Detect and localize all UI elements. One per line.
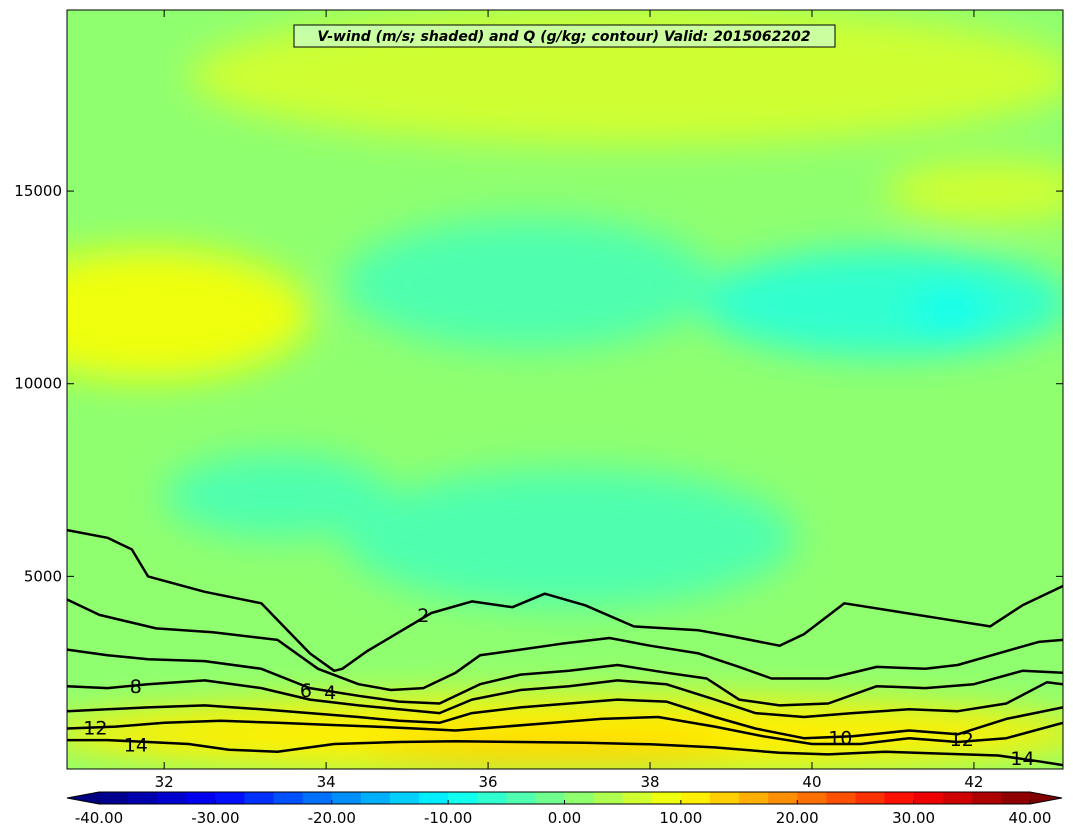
colorbar-bin [448,792,478,804]
contour-label-layer: 2 46 8 10 12 12 14 14 [83,605,1034,770]
colorbar-bin [680,792,711,804]
plot-area: 2 46 8 10 12 12 14 14 [67,10,1063,770]
colorbar-bin [884,792,915,804]
shaded-region-6 [342,218,715,350]
colorbar-bin [215,792,246,804]
contour-layer [67,528,1063,767]
shaded-region-5 [909,287,991,334]
contour-line-10 [67,698,1063,740]
colorbar-bin [157,792,187,804]
colorbar-tick-label: 40.00 [1009,809,1052,827]
plot-frame [66,9,1064,770]
contour-label-8: 14 [1010,748,1034,770]
colorbar-extend-max [1030,792,1062,804]
colorbar-bin [506,792,537,804]
contour-label-1: 4 [324,682,336,704]
shaded-region-1 [67,248,310,380]
colorbar-bin [389,792,420,804]
colorbar-bin [593,792,624,804]
colorbar-bin [622,792,653,804]
colorbar-bin [913,792,944,804]
colorbar-bin [768,792,798,804]
contour-line-4 [67,598,1063,692]
x-tick-label: 38 [640,773,659,791]
x-axis-ticks: 32 34 36 38 40 42 [155,10,983,791]
colorbar-tick-label: -10.00 [424,809,472,827]
x-tick-label: 40 [802,773,821,791]
shaded-region-7 [164,453,391,538]
colorbar-bin [477,792,507,804]
colorbar-bin [651,792,682,804]
shaded-field [67,10,1063,769]
x-tick-label: 32 [155,773,174,791]
contour-label-2: 6 [300,680,312,702]
colorbar-bin [826,792,857,804]
colorbar-bin [128,792,158,804]
x-tick-label: 36 [479,773,498,791]
y-tick-label: 5000 [24,567,62,585]
chart-title: V-wind (m/s; shaded) and Q (g/kg; contou… [317,29,810,45]
colorbar-bin [535,792,566,804]
x-tick-label: 34 [317,773,336,791]
colorbar-tick-label: 0.00 [548,809,581,827]
colorbar-bin [942,792,973,804]
contour-label-6: 12 [950,729,974,751]
contour-line-6 [67,648,1063,707]
contour-label-3: 8 [130,676,142,698]
title-background [293,24,836,48]
colorbar-bin [99,792,129,804]
colorbar-tick-label: 30.00 [892,809,935,827]
colorbar-bin [273,792,304,804]
colorbar [66,791,1063,805]
shaded-region-8 [342,468,796,608]
colorbar-tick-label: -40.00 [75,809,123,827]
colorbar-tick-label: -30.00 [191,809,239,827]
contour-line-14 [67,738,1063,767]
colorbar-bin [419,792,449,804]
colorbar-bin [855,792,886,804]
contour-label-0: 2 [417,605,429,627]
colorbar-bin [739,792,769,804]
x-tick-label: 42 [964,773,983,791]
colorbar-tick-label: -20.00 [308,809,356,827]
y-tick-label: 15000 [14,182,62,200]
colorbar-bin [302,792,333,804]
colorbar-bin [797,792,827,804]
colorbar-bin [709,792,740,804]
shaded-region-3 [884,160,1063,222]
contour-label-4: 10 [828,727,852,749]
colorbar-ticks: -40.00 -30.00 -20.00 -10.00 0.00 10.00 20.00 30… [75,800,1052,827]
colorbar-bin [244,792,275,804]
title-box: V-wind (m/s; shaded) and Q (g/kg; contou… [293,24,836,48]
contour-line-12 [67,715,1063,746]
shaded-region-4 [698,248,1063,357]
colorbar-bin [1000,792,1031,804]
colorbar-bin [186,792,216,804]
colorbar-bin [360,792,391,804]
contour-line-2 [67,528,1063,673]
colorbar-bin [564,792,595,804]
contour-label-7: 14 [124,734,148,756]
colorbar-tick-label: 20.00 [776,809,819,827]
colorbar-extend-min [67,792,99,804]
colorbar-tick-label: 10.00 [659,809,702,827]
contour-label-5: 12 [83,717,107,739]
colorbar-bin [971,792,1002,804]
y-tick-label: 10000 [14,375,62,393]
contour-line-8 [67,679,1063,719]
colorbar-bin [331,792,362,804]
y-axis-ticks: 5000 10000 15000 [14,182,1063,585]
